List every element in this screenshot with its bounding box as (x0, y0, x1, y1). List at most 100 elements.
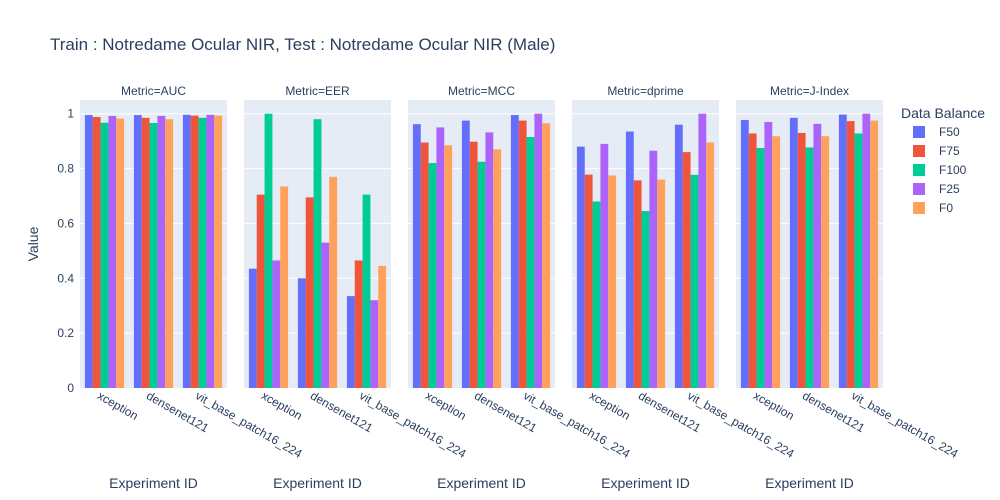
bar-f25-vit_base_patch16_224[interactable] (206, 114, 215, 388)
bar-f50-xception[interactable] (248, 268, 257, 388)
legend-swatch-f100[interactable] (913, 164, 925, 176)
bar-f25-vit_base_patch16_224[interactable] (534, 113, 543, 388)
bar-f50-vit_base_patch16_224[interactable] (182, 114, 191, 388)
bar-f75-xception[interactable] (420, 142, 429, 388)
legend-label-f50[interactable]: F50 (939, 125, 960, 139)
facet-title: Metric=AUC (121, 84, 186, 98)
legend[interactable]: Data Balance F50 F75 F100 F25 F0 (901, 105, 985, 215)
x-tick-label: xception (751, 388, 797, 422)
bar-f50-xception[interactable] (84, 115, 93, 388)
bar-f100-vit_base_patch16_224[interactable] (854, 133, 863, 388)
bar-f75-vit_base_patch16_224[interactable] (354, 260, 363, 388)
bar-f0-densenet121[interactable] (329, 176, 338, 388)
bar-f75-densenet121[interactable] (797, 132, 806, 388)
bar-f0-xception[interactable] (608, 175, 617, 388)
bar-f100-vit_base_patch16_224[interactable] (690, 174, 699, 388)
bar-f100-densenet121[interactable] (641, 211, 650, 388)
bar-f0-xception[interactable] (772, 136, 781, 388)
bar-f0-densenet121[interactable] (165, 119, 174, 388)
bar-f0-densenet121[interactable] (821, 136, 830, 388)
bar-f50-densenet121[interactable] (297, 278, 306, 388)
legend-label-f75[interactable]: F75 (939, 144, 960, 158)
bar-f25-densenet121[interactable] (649, 150, 658, 388)
bar-f0-xception[interactable] (444, 145, 453, 388)
bar-f100-vit_base_patch16_224[interactable] (526, 137, 535, 388)
bar-f0-vit_base_patch16_224[interactable] (378, 265, 387, 388)
bar-f100-xception[interactable] (756, 148, 765, 388)
bar-f75-densenet121[interactable] (305, 197, 314, 388)
y-tick-label: 0.6 (57, 216, 74, 230)
bar-f25-xception[interactable] (272, 260, 281, 388)
bar-f100-xception[interactable] (100, 122, 109, 388)
legend-swatch-f25[interactable] (913, 183, 925, 195)
bar-f0-xception[interactable] (280, 186, 289, 388)
bar-f50-densenet121[interactable] (133, 115, 142, 388)
bar-f50-vit_base_patch16_224[interactable] (346, 296, 355, 388)
x-axis-title: Experiment ID (109, 475, 198, 491)
legend-swatch-f75[interactable] (913, 145, 925, 157)
bar-f50-vit_base_patch16_224[interactable] (674, 124, 683, 388)
bar-f100-vit_base_patch16_224[interactable] (362, 194, 371, 388)
x-tick-label: xception (587, 388, 633, 422)
bar-f100-densenet121[interactable] (313, 119, 322, 388)
bar-f25-densenet121[interactable] (813, 123, 822, 388)
x-axis-title: Experiment ID (437, 475, 526, 491)
bar-f75-xception[interactable] (92, 117, 101, 389)
bar-f25-xception[interactable] (764, 121, 773, 388)
y-tick-label: 0 (67, 381, 74, 395)
bar-f100-vit_base_patch16_224[interactable] (198, 117, 207, 388)
bar-f100-xception[interactable] (592, 201, 601, 388)
bar-f50-densenet121[interactable] (625, 131, 634, 389)
legend-label-f100[interactable]: F100 (939, 163, 967, 177)
bar-f25-xception[interactable] (600, 143, 609, 388)
x-tick-label: xception (423, 388, 469, 422)
bar-f25-densenet121[interactable] (157, 115, 166, 388)
bar-f100-densenet121[interactable] (805, 147, 814, 388)
facet-title: Metric=dprime (607, 84, 684, 98)
bar-f25-densenet121[interactable] (485, 132, 494, 388)
bar-f100-xception[interactable] (264, 113, 273, 388)
bar-f50-xception[interactable] (740, 120, 749, 388)
bar-f0-vit_base_patch16_224[interactable] (706, 142, 715, 388)
legend-label-f0[interactable]: F0 (939, 201, 953, 215)
bar-f0-vit_base_patch16_224[interactable] (870, 120, 879, 389)
bar-f25-densenet121[interactable] (321, 242, 330, 388)
bar-f100-xception[interactable] (428, 163, 437, 388)
bar-f25-xception[interactable] (436, 127, 445, 388)
bar-f25-vit_base_patch16_224[interactable] (698, 113, 707, 388)
bar-f75-vit_base_patch16_224[interactable] (518, 120, 527, 389)
bar-f75-vit_base_patch16_224[interactable] (846, 121, 855, 389)
bar-f25-vit_base_patch16_224[interactable] (862, 113, 871, 388)
bar-f50-densenet121[interactable] (789, 117, 798, 388)
bar-f50-vit_base_patch16_224[interactable] (510, 115, 519, 388)
bar-f75-xception[interactable] (256, 194, 265, 388)
bar-f25-xception[interactable] (108, 115, 117, 388)
bar-f0-densenet121[interactable] (493, 149, 502, 388)
bar-f0-vit_base_patch16_224[interactable] (214, 115, 223, 389)
bar-f50-densenet121[interactable] (461, 120, 470, 389)
bar-f25-vit_base_patch16_224[interactable] (370, 300, 379, 388)
bar-f0-xception[interactable] (116, 118, 125, 388)
chart-title: Train : Notredame Ocular NIR, Test : Not… (50, 35, 555, 54)
bar-f75-densenet121[interactable] (469, 141, 478, 388)
bar-f100-densenet121[interactable] (477, 161, 486, 388)
bar-f75-densenet121[interactable] (141, 117, 150, 388)
bar-f50-xception[interactable] (412, 124, 421, 388)
legend-swatch-f50[interactable] (913, 126, 925, 138)
x-axis-title: Experiment ID (601, 475, 690, 491)
legend-swatch-f0[interactable] (913, 202, 925, 214)
legend-label-f25[interactable]: F25 (939, 182, 960, 196)
bar-f0-densenet121[interactable] (657, 179, 666, 388)
x-axis-title: Experiment ID (765, 475, 854, 491)
bar-f100-densenet121[interactable] (149, 123, 158, 388)
bar-f50-xception[interactable] (576, 146, 585, 388)
bar-f75-vit_base_patch16_224[interactable] (190, 115, 199, 389)
bar-f50-vit_base_patch16_224[interactable] (838, 114, 847, 388)
bar-f75-densenet121[interactable] (633, 180, 642, 388)
y-tick-label: 0.2 (57, 326, 74, 340)
bar-f75-xception[interactable] (584, 174, 593, 388)
bar-f75-xception[interactable] (748, 133, 757, 388)
bar-f75-vit_base_patch16_224[interactable] (682, 152, 691, 388)
bar-f0-vit_base_patch16_224[interactable] (542, 123, 551, 389)
